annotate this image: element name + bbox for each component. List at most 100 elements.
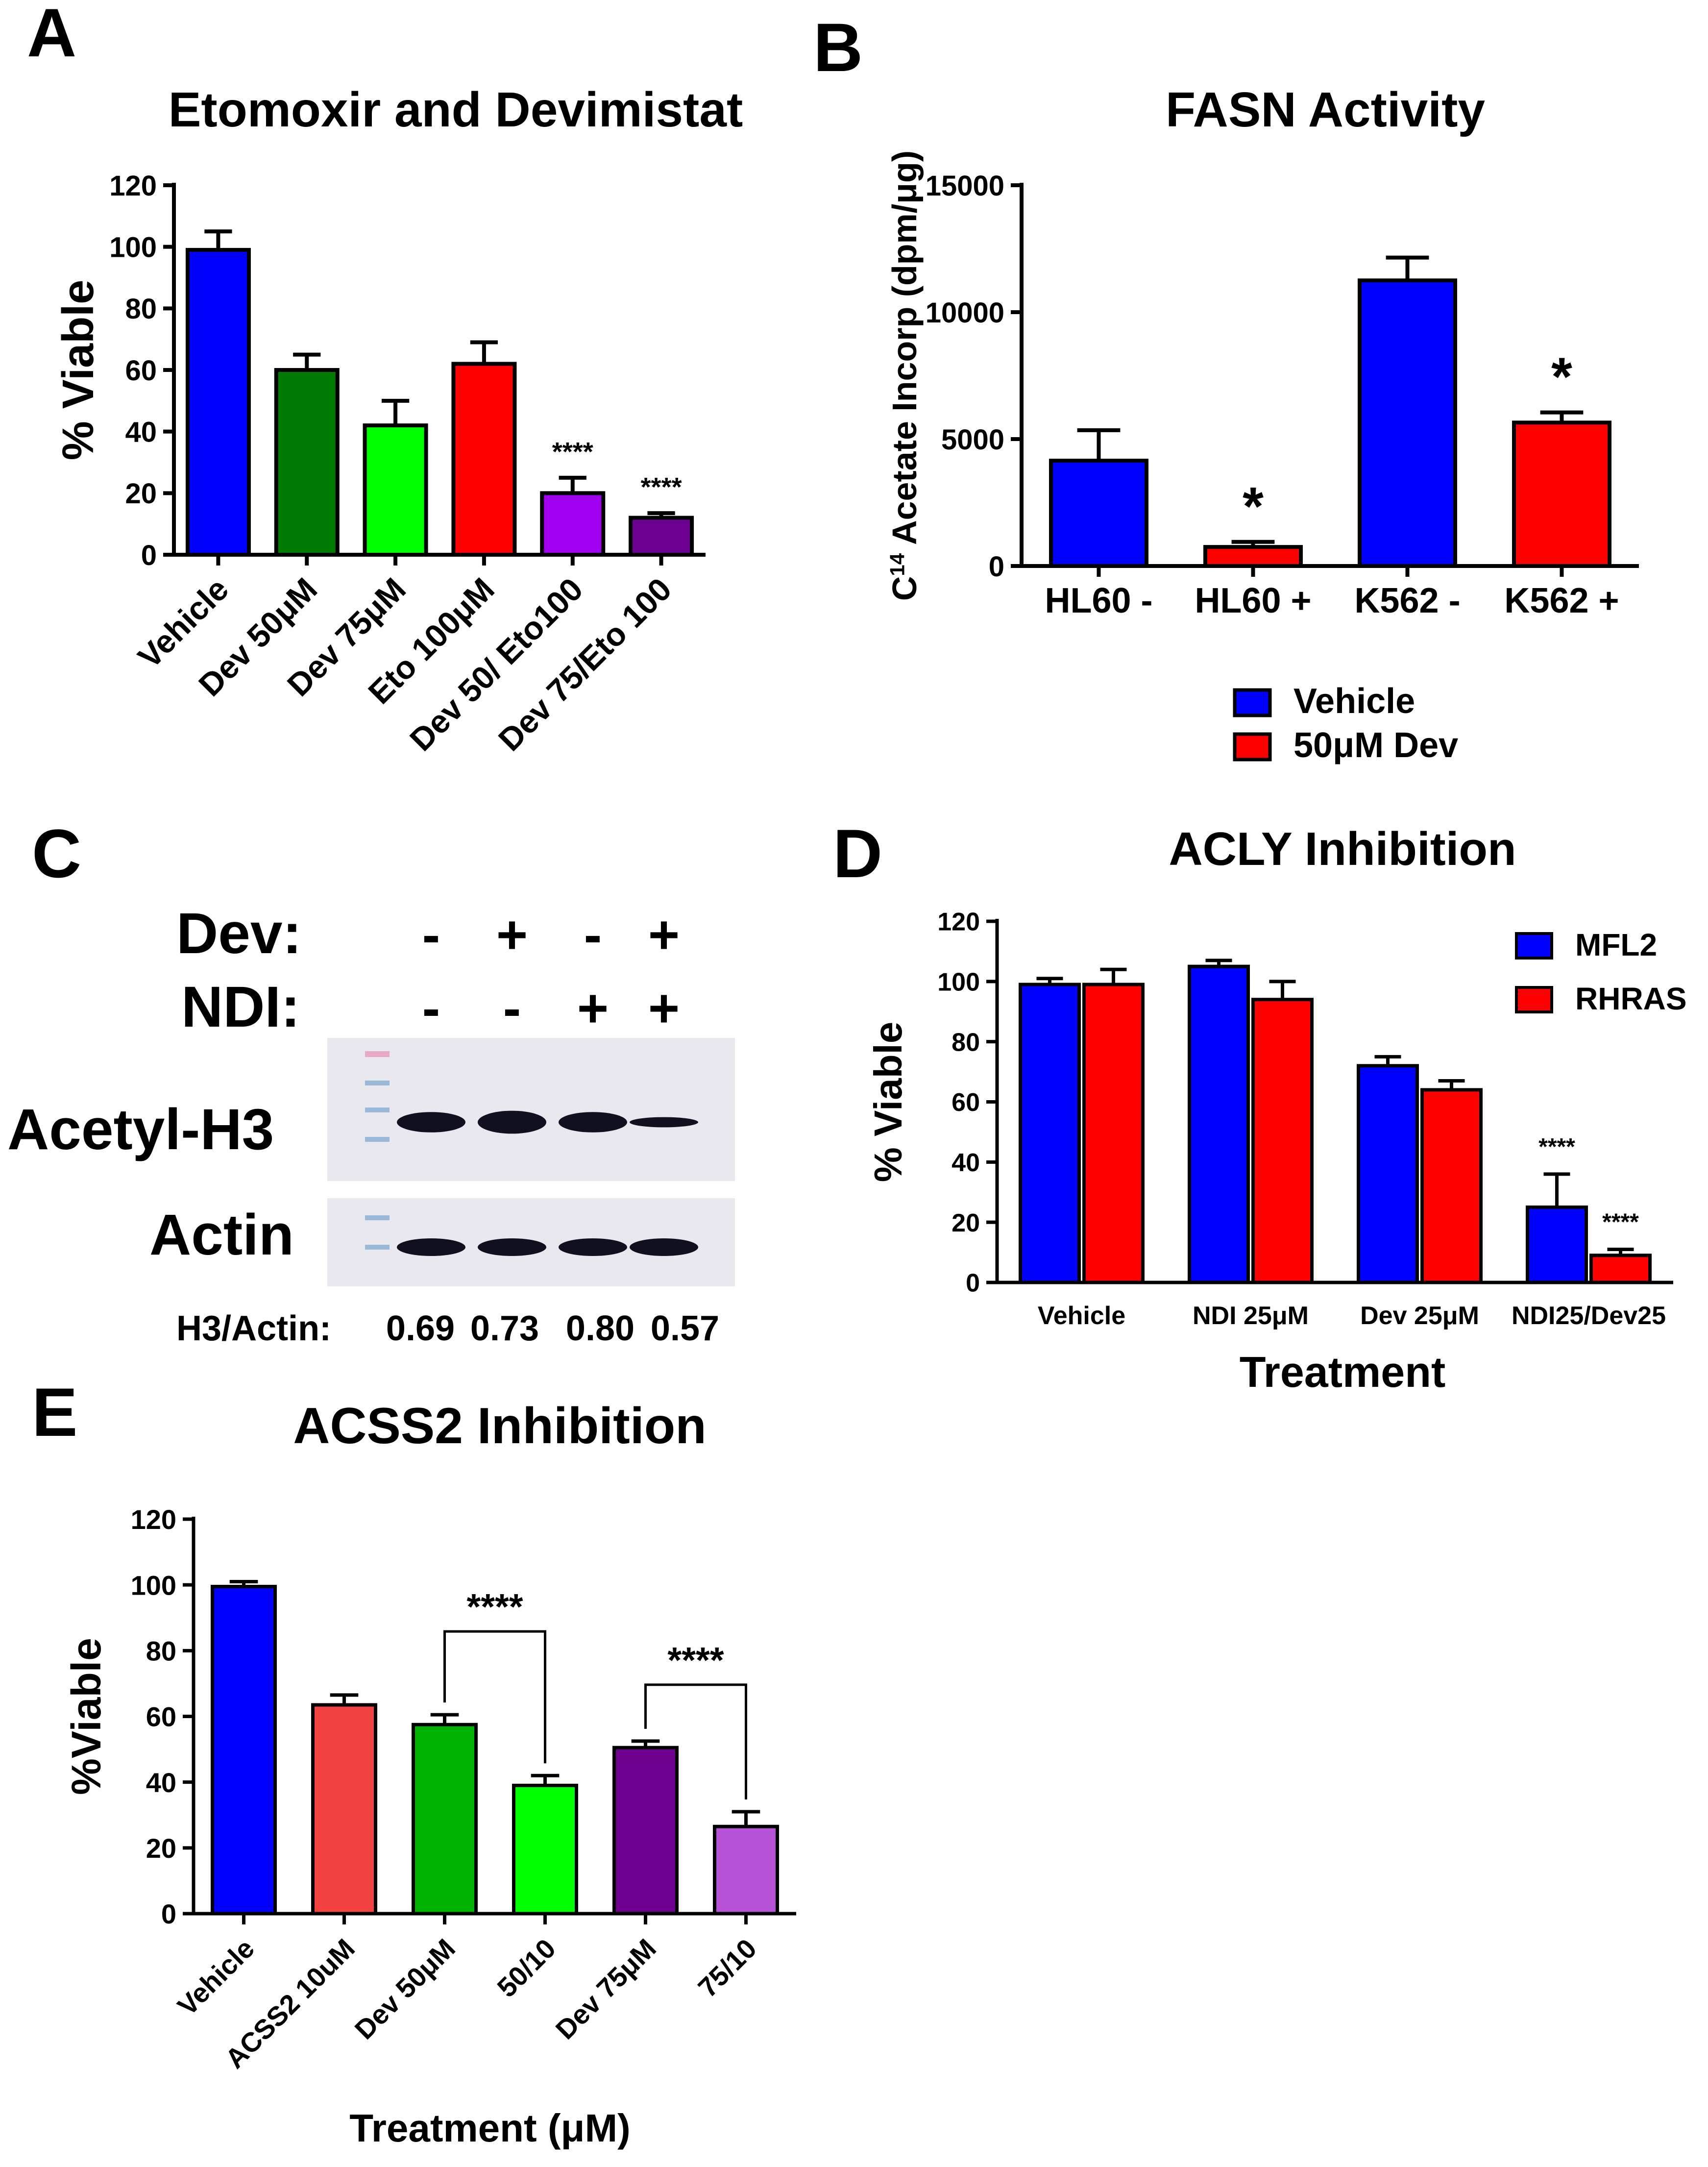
blot-ratio-value: 0.73: [470, 1309, 539, 1348]
y-tick-label-d: 0: [966, 1269, 980, 1298]
y-tick-label-d: 60: [952, 1088, 980, 1117]
blot-ladder: [365, 1051, 390, 1250]
category-label-e: Vehicle: [171, 1933, 260, 2021]
x-axis-label-e: Treatment (μM): [349, 2106, 630, 2150]
category-label-e: 75/10: [692, 1933, 762, 2003]
y-tick-label-a: 80: [125, 293, 157, 325]
panel-label-e: E: [32, 1374, 77, 1451]
panel-label-a: A: [27, 0, 76, 71]
category-label-e: Dev 75μM: [550, 1933, 662, 2045]
significance-label-a: ****: [641, 472, 682, 502]
blot-band-acetyl-h3: [397, 1112, 465, 1133]
blot-acetyl-h3-label: Acetyl-H3: [7, 1097, 274, 1162]
panel-label-c: C: [32, 815, 81, 892]
category-label-d: NDI 25μM: [1193, 1302, 1309, 1330]
bar-d: [1082, 983, 1145, 1284]
bar-d: [1589, 1254, 1652, 1284]
y-tick-label-e: 20: [146, 1833, 176, 1864]
bar-d: [1526, 1205, 1588, 1284]
bar-b: [1512, 420, 1611, 568]
chart-d: 0 20 40 60 80 100 120 ACLY Inhibition Vehicle NDI…: [866, 823, 1687, 1396]
blot-treatment-marks: - + - +- - + +: [422, 905, 680, 1038]
y-tick-label-d: 20: [952, 1209, 980, 1237]
legend-label-d: MFL2: [1575, 927, 1657, 962]
y-tick-label-e: 100: [131, 1570, 176, 1601]
significance-label-a: ****: [552, 437, 593, 467]
legend-label-b: 50μM Dev: [1293, 726, 1458, 765]
blot-ndi-mark: -: [503, 978, 521, 1038]
significance-label-b: *: [1551, 347, 1572, 407]
blot-ndi-label: NDI:: [181, 975, 300, 1039]
category-label-b: HL60 +: [1195, 581, 1311, 620]
bar-e: [211, 1585, 277, 1916]
blot-dev-mark: -: [584, 905, 602, 965]
category-label-d: Dev 25μM: [1360, 1302, 1479, 1330]
y-axis-label-a: % Viable: [54, 280, 103, 461]
bar-a: [451, 362, 517, 557]
y-axis-label-e: %Viable: [63, 1638, 109, 1795]
chart-title-d: ACLY Inhibition: [1169, 823, 1516, 875]
bar-e: [612, 1746, 679, 1916]
chart-title-b: FASN Activity: [1166, 82, 1485, 137]
significance-label-e: ****: [466, 1586, 523, 1627]
legend-swatch-d: [1515, 932, 1553, 960]
significance-label-e: ****: [667, 1640, 724, 1680]
significance-label-d: ****: [1538, 1134, 1575, 1160]
y-tick-label-a: 0: [141, 540, 157, 571]
panel-label-b: B: [813, 9, 863, 86]
blot-band-acetyl-h3: [478, 1110, 546, 1134]
chart-title-e: ACSS2 Inhibition: [293, 1398, 707, 1454]
y-tick-label-e: 120: [131, 1504, 176, 1535]
y-tick-label-a: 40: [125, 417, 157, 448]
significance-label-b: *: [1243, 476, 1264, 537]
category-label-d: NDI25/Dev25: [1512, 1302, 1666, 1330]
significance-bracket-e: [443, 1630, 546, 1764]
significance-bracket-e: [644, 1683, 747, 1800]
blot-band-acetyl-h3: [559, 1112, 627, 1133]
bar-d: [1019, 983, 1081, 1284]
bar-d: [1357, 1064, 1419, 1284]
blot-ratio-value: 0.69: [386, 1309, 455, 1348]
category-label-b: HL60 -: [1045, 581, 1152, 620]
legend-swatch-b: [1233, 688, 1272, 717]
y-tick-label-d: 120: [937, 908, 980, 936]
y-tick-label-d: 100: [937, 968, 980, 997]
category-label-b: K562 +: [1504, 581, 1619, 620]
blot-band-actin: [397, 1238, 465, 1256]
category-label-e: Dev 50μM: [349, 1933, 461, 2045]
blot-ratios: 0.69 0.73 0.80 0.57: [386, 1309, 719, 1348]
bar-a: [629, 516, 694, 557]
bar-e: [412, 1723, 478, 1916]
blot-ndi-mark: -: [422, 978, 440, 1038]
y-tick-label-a: 100: [109, 232, 157, 264]
bar-d: [1420, 1088, 1483, 1284]
y-tick-label-d: 80: [952, 1028, 980, 1057]
blot-dev-mark: +: [648, 905, 680, 965]
legend-label-d: RHRAS: [1575, 981, 1687, 1016]
y-tick-label-b: 10000: [926, 297, 1004, 329]
western-blot: Dev: NDI: - + - +- - + + Acetyl-H3 Actin H3/Ac…: [7, 901, 735, 1348]
blot-dev-label: Dev:: [176, 901, 302, 966]
bar-e: [512, 1783, 578, 1916]
y-tick-label-e: 0: [161, 1898, 176, 1929]
y-tick-label-e: 40: [146, 1767, 176, 1798]
y-tick-label-a: 120: [109, 170, 157, 202]
blot-band-actin: [630, 1238, 698, 1256]
bar-b: [1358, 278, 1457, 568]
bar-a: [363, 423, 428, 557]
y-tick-label-d: 40: [952, 1149, 980, 1177]
legend-swatch-d: [1515, 986, 1553, 1013]
x-axis-label-d: Treatment: [1240, 1348, 1446, 1396]
y-tick-label-b: 15000: [926, 170, 1004, 202]
blot-bands: [397, 1110, 698, 1256]
y-tick-label-e: 60: [146, 1701, 176, 1732]
blot-ratio-label: H3/Actin:: [176, 1309, 331, 1348]
bar-e: [311, 1703, 377, 1916]
blot-actin-label: Actin: [149, 1203, 294, 1267]
y-tick-label-b: 5000: [941, 424, 1004, 456]
y-tick-label-a: 20: [125, 478, 157, 510]
y-axis-label-b: C14 Acetate Incorp (dpm/μg): [885, 150, 924, 601]
